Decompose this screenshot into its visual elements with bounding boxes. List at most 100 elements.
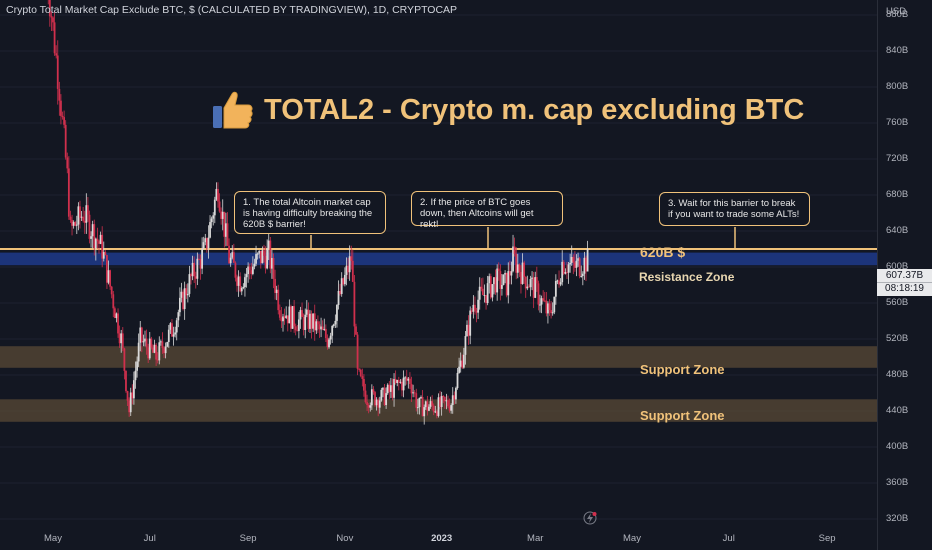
candle — [508, 271, 511, 276]
candle — [450, 405, 453, 411]
candle — [566, 272, 568, 274]
banner-title: TOTAL2 - Crypto m. cap excluding BTC — [264, 93, 805, 126]
candle — [223, 211, 226, 237]
candle — [410, 383, 413, 394]
candle — [106, 255, 108, 283]
candle — [140, 327, 143, 343]
candle — [288, 306, 291, 324]
candle — [558, 280, 560, 285]
candle — [253, 263, 256, 267]
candle — [404, 377, 407, 379]
candle — [497, 268, 500, 272]
candle — [294, 326, 297, 331]
candle — [550, 310, 552, 314]
candle — [159, 341, 162, 343]
candle — [361, 376, 364, 379]
candle — [220, 211, 223, 219]
candle — [516, 264, 519, 273]
candle — [312, 313, 315, 329]
candle — [564, 272, 567, 274]
candle — [466, 324, 468, 337]
candle — [505, 272, 508, 296]
candle — [515, 253, 518, 273]
candle — [266, 248, 269, 269]
candle — [366, 402, 368, 406]
candle — [524, 276, 527, 289]
candle — [175, 320, 178, 333]
candle — [218, 201, 221, 212]
candle — [271, 258, 273, 269]
candle — [451, 395, 454, 406]
candle — [429, 401, 432, 407]
candle — [499, 271, 502, 289]
candle — [277, 289, 280, 311]
candle — [502, 274, 505, 285]
y-tick-label: 560B — [886, 297, 909, 308]
candle — [504, 272, 506, 275]
candle — [301, 310, 303, 317]
candle — [131, 392, 134, 399]
candle — [98, 241, 100, 244]
candle — [491, 284, 494, 298]
candle — [242, 287, 245, 289]
candle — [296, 330, 299, 332]
candle — [305, 309, 308, 315]
candle — [299, 310, 302, 320]
lightning-icon[interactable] — [583, 511, 597, 525]
candle — [520, 271, 522, 284]
candle — [413, 392, 416, 394]
candle — [304, 314, 307, 330]
candle — [409, 378, 411, 384]
candle — [397, 379, 400, 383]
candle — [180, 291, 183, 298]
candle — [193, 262, 196, 277]
candle — [326, 338, 329, 348]
candle — [58, 88, 61, 101]
x-tick-label: May — [44, 533, 62, 544]
candle — [469, 310, 472, 336]
candle — [210, 218, 213, 223]
candle — [182, 291, 184, 310]
candle — [339, 290, 342, 294]
candle — [348, 256, 351, 273]
candle — [196, 258, 199, 279]
candle — [323, 328, 326, 330]
candle — [394, 379, 397, 383]
candle — [477, 299, 480, 313]
candle — [486, 283, 489, 304]
candle — [79, 206, 81, 218]
candle — [405, 377, 408, 381]
candle — [191, 262, 194, 277]
support-zone-label: Support Zone — [640, 362, 725, 377]
y-tick-label: 800B — [886, 81, 909, 92]
candle — [367, 405, 370, 408]
candle — [401, 381, 403, 391]
candle — [244, 277, 246, 288]
candle — [437, 397, 440, 416]
candle — [205, 238, 208, 249]
candle — [247, 266, 250, 275]
candle — [350, 256, 353, 261]
candle — [554, 281, 557, 297]
candle — [320, 326, 322, 330]
y-tick-label: 760B — [886, 117, 909, 128]
candle — [369, 405, 372, 408]
candle — [302, 316, 305, 330]
candle — [209, 222, 211, 238]
candle — [152, 347, 154, 353]
candle — [432, 405, 435, 412]
candle — [572, 256, 575, 263]
candle — [386, 384, 389, 394]
candle — [61, 115, 64, 118]
candle — [534, 277, 537, 298]
candle — [99, 234, 102, 244]
y-tick-label: 320B — [886, 513, 909, 524]
candle — [186, 293, 189, 296]
candle — [225, 223, 227, 237]
candle — [190, 274, 192, 277]
candle — [86, 205, 89, 215]
level-label: 620B $ — [640, 244, 686, 260]
candle — [445, 400, 448, 402]
candle — [396, 379, 399, 383]
